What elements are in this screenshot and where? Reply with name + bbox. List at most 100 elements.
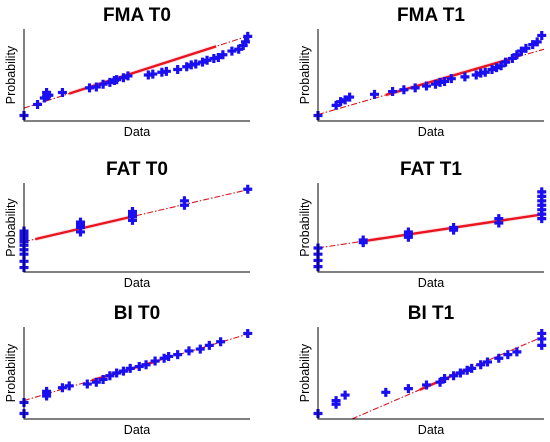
plot-area (24, 34, 250, 109)
panel-4: FAT T1 Data Probability (298, 159, 547, 290)
data-point (449, 223, 459, 232)
data-point (532, 37, 542, 47)
data-point (195, 344, 205, 354)
fit-line (35, 214, 138, 241)
data-point (455, 368, 465, 378)
data-point (118, 366, 128, 376)
x-axis-label: Data (124, 423, 150, 437)
chart-title: FAT T0 (106, 159, 168, 180)
data-point (503, 350, 513, 360)
data-point (98, 374, 108, 384)
data-point (141, 360, 151, 370)
y-axis-label: Probability (4, 198, 18, 257)
data-point (340, 390, 350, 400)
axes (317, 29, 544, 122)
chart-title: FMA T1 (397, 5, 465, 26)
data-point (403, 227, 413, 237)
data-point (440, 76, 450, 86)
y-axis-label: Probability (4, 45, 18, 104)
data-point (243, 328, 253, 338)
data-point (127, 206, 137, 216)
chart-title: BI T1 (408, 303, 455, 324)
data-point (227, 46, 237, 56)
data-point (164, 351, 174, 361)
plot-area (318, 211, 544, 249)
data-point (410, 83, 420, 93)
data-point (243, 31, 253, 41)
axes (23, 29, 250, 122)
data-point (112, 368, 122, 378)
data-point (358, 235, 368, 245)
data-point (480, 67, 490, 77)
y-axis-label: Probability (298, 198, 312, 257)
panel-1: FMA T0 Data Probability (4, 5, 253, 139)
data-point (370, 89, 379, 99)
data-point (501, 57, 511, 67)
data-point (537, 30, 547, 40)
panel-2: FMA T1 Data Probability (298, 5, 547, 139)
axes (317, 327, 544, 420)
data-point (449, 371, 459, 381)
y-axis-label: Probability (298, 45, 312, 104)
data-point (388, 87, 398, 97)
data-point (173, 64, 183, 74)
data-point (148, 69, 158, 79)
chart-title: BI T0 (114, 303, 160, 324)
data-point (42, 386, 52, 396)
fit-line-extrapolated (318, 213, 544, 249)
data-point (460, 72, 470, 82)
data-point (82, 379, 92, 389)
data-point (191, 59, 201, 69)
data-point (399, 85, 409, 95)
data-point (91, 82, 101, 92)
data-point (521, 43, 531, 53)
panel-6: BI T1 Data Probability (298, 303, 547, 437)
y-axis-label: Probability (298, 343, 312, 402)
data-point (512, 347, 522, 357)
data-point (173, 350, 183, 360)
data-point (202, 55, 212, 65)
data-point (125, 363, 135, 373)
data-point (179, 196, 189, 206)
data-point (218, 50, 228, 60)
data-point (91, 377, 101, 387)
data-point (204, 340, 214, 350)
data-point (161, 66, 171, 76)
data-point (243, 184, 253, 194)
data-point (134, 362, 144, 372)
data-point (345, 92, 355, 102)
data-point (123, 71, 133, 81)
data-point (42, 87, 52, 97)
data-point (98, 79, 108, 89)
data-point (476, 360, 486, 370)
data-point (331, 396, 341, 406)
data-point (112, 75, 122, 85)
data-point (240, 37, 250, 47)
y-axis-label: Probability (4, 343, 18, 402)
x-axis-label: Data (124, 276, 150, 290)
data-point (494, 353, 504, 363)
data-point (467, 363, 477, 373)
axes (23, 183, 250, 273)
data-point (537, 187, 547, 197)
data-point (494, 214, 504, 224)
data-point (57, 87, 67, 97)
x-axis-label: Data (418, 125, 444, 139)
data-point (421, 380, 431, 390)
data-point (150, 356, 160, 366)
x-axis-label: Data (418, 423, 444, 437)
data-point (403, 384, 413, 394)
data-point (440, 374, 450, 384)
data-point (33, 99, 43, 109)
x-axis-label: Data (124, 125, 150, 139)
data-point (381, 387, 391, 397)
panel-3: FAT T0 Data Probability (4, 159, 253, 290)
data-point (537, 328, 547, 338)
data-point (76, 217, 85, 227)
data-point (446, 74, 456, 84)
data-point (57, 383, 67, 393)
chart-title: FAT T1 (400, 159, 462, 180)
chart-title: FMA T0 (103, 5, 171, 26)
data-point (421, 81, 431, 91)
